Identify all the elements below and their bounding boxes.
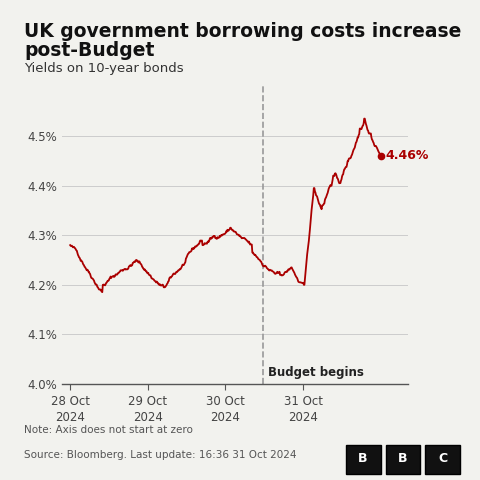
Text: Source: Bloomberg. Last update: 16:36 31 Oct 2024: Source: Bloomberg. Last update: 16:36 31… — [24, 450, 297, 460]
FancyBboxPatch shape — [385, 445, 420, 473]
FancyBboxPatch shape — [346, 445, 381, 473]
Text: UK government borrowing costs increase: UK government borrowing costs increase — [24, 22, 461, 41]
Text: post-Budget: post-Budget — [24, 41, 155, 60]
FancyBboxPatch shape — [425, 445, 460, 473]
Text: Budget begins: Budget begins — [268, 366, 364, 379]
Text: 4.46%: 4.46% — [385, 149, 429, 162]
Text: Yields on 10-year bonds: Yields on 10-year bonds — [24, 62, 184, 75]
Text: C: C — [438, 452, 447, 465]
Text: B: B — [359, 452, 368, 465]
Text: Note: Axis does not start at zero: Note: Axis does not start at zero — [24, 425, 193, 435]
Text: B: B — [398, 452, 408, 465]
